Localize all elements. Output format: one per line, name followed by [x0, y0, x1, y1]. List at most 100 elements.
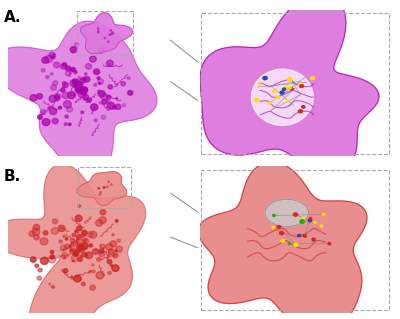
Circle shape — [65, 244, 70, 249]
Polygon shape — [198, 162, 367, 319]
Circle shape — [74, 275, 81, 282]
Circle shape — [103, 187, 104, 188]
Circle shape — [98, 188, 100, 189]
Circle shape — [96, 220, 103, 226]
Circle shape — [98, 48, 104, 53]
Circle shape — [52, 81, 58, 85]
Circle shape — [98, 32, 99, 33]
Circle shape — [302, 106, 305, 108]
Circle shape — [77, 226, 82, 231]
Polygon shape — [252, 69, 313, 125]
Circle shape — [62, 63, 66, 66]
Circle shape — [45, 56, 52, 63]
Circle shape — [110, 264, 112, 266]
Circle shape — [280, 91, 284, 94]
Circle shape — [116, 246, 122, 252]
Circle shape — [80, 234, 83, 237]
Circle shape — [106, 95, 111, 99]
Circle shape — [37, 93, 43, 99]
Circle shape — [69, 246, 71, 248]
Circle shape — [79, 89, 85, 94]
Circle shape — [51, 228, 58, 234]
Circle shape — [287, 78, 292, 81]
Circle shape — [70, 249, 73, 251]
Circle shape — [94, 69, 100, 75]
Circle shape — [294, 243, 298, 246]
Circle shape — [99, 251, 105, 257]
Circle shape — [82, 246, 85, 249]
Circle shape — [81, 243, 88, 249]
Circle shape — [50, 108, 57, 115]
Circle shape — [98, 28, 99, 29]
Circle shape — [55, 95, 59, 99]
Circle shape — [112, 265, 119, 271]
Circle shape — [100, 210, 106, 215]
Circle shape — [84, 239, 88, 243]
Circle shape — [54, 96, 60, 101]
Circle shape — [99, 194, 100, 195]
Circle shape — [128, 91, 133, 95]
Circle shape — [108, 85, 112, 89]
Circle shape — [64, 101, 71, 108]
Circle shape — [33, 225, 40, 231]
Circle shape — [288, 87, 291, 89]
Circle shape — [68, 123, 71, 125]
Circle shape — [85, 255, 88, 256]
Circle shape — [322, 213, 325, 216]
Circle shape — [52, 118, 58, 124]
Circle shape — [70, 80, 77, 86]
Circle shape — [63, 269, 68, 273]
Circle shape — [287, 100, 289, 102]
Circle shape — [115, 250, 117, 252]
Circle shape — [300, 220, 304, 223]
Circle shape — [98, 91, 105, 97]
Circle shape — [62, 82, 68, 88]
Circle shape — [107, 260, 112, 264]
Circle shape — [281, 240, 284, 242]
Circle shape — [300, 85, 304, 87]
Circle shape — [71, 276, 73, 278]
Circle shape — [277, 226, 281, 228]
Circle shape — [314, 221, 316, 223]
Circle shape — [92, 270, 95, 273]
Circle shape — [60, 245, 67, 251]
Text: A.: A. — [4, 10, 22, 25]
Circle shape — [112, 32, 113, 33]
Circle shape — [62, 92, 69, 99]
Circle shape — [70, 238, 74, 242]
Circle shape — [74, 250, 79, 254]
Circle shape — [92, 249, 98, 254]
Circle shape — [71, 278, 73, 279]
Circle shape — [70, 248, 76, 254]
Circle shape — [78, 76, 80, 79]
Circle shape — [103, 187, 104, 188]
Circle shape — [96, 249, 97, 250]
Circle shape — [52, 219, 58, 224]
Circle shape — [320, 225, 322, 227]
Circle shape — [52, 56, 55, 59]
Circle shape — [115, 104, 121, 109]
Circle shape — [61, 88, 65, 92]
Circle shape — [74, 82, 82, 89]
Circle shape — [115, 219, 118, 222]
Circle shape — [82, 234, 86, 237]
Circle shape — [101, 115, 106, 119]
Circle shape — [303, 234, 306, 237]
Circle shape — [108, 41, 109, 42]
Circle shape — [62, 252, 68, 258]
Circle shape — [110, 241, 117, 247]
Circle shape — [112, 106, 116, 109]
Circle shape — [273, 214, 275, 217]
Circle shape — [66, 107, 73, 112]
Circle shape — [79, 88, 85, 94]
Circle shape — [86, 232, 93, 237]
Circle shape — [61, 63, 66, 69]
Circle shape — [30, 257, 36, 262]
Circle shape — [299, 84, 303, 87]
Circle shape — [283, 88, 286, 90]
Circle shape — [78, 85, 82, 89]
Circle shape — [100, 192, 101, 193]
Circle shape — [73, 252, 77, 256]
Circle shape — [102, 99, 107, 104]
Circle shape — [49, 283, 51, 285]
